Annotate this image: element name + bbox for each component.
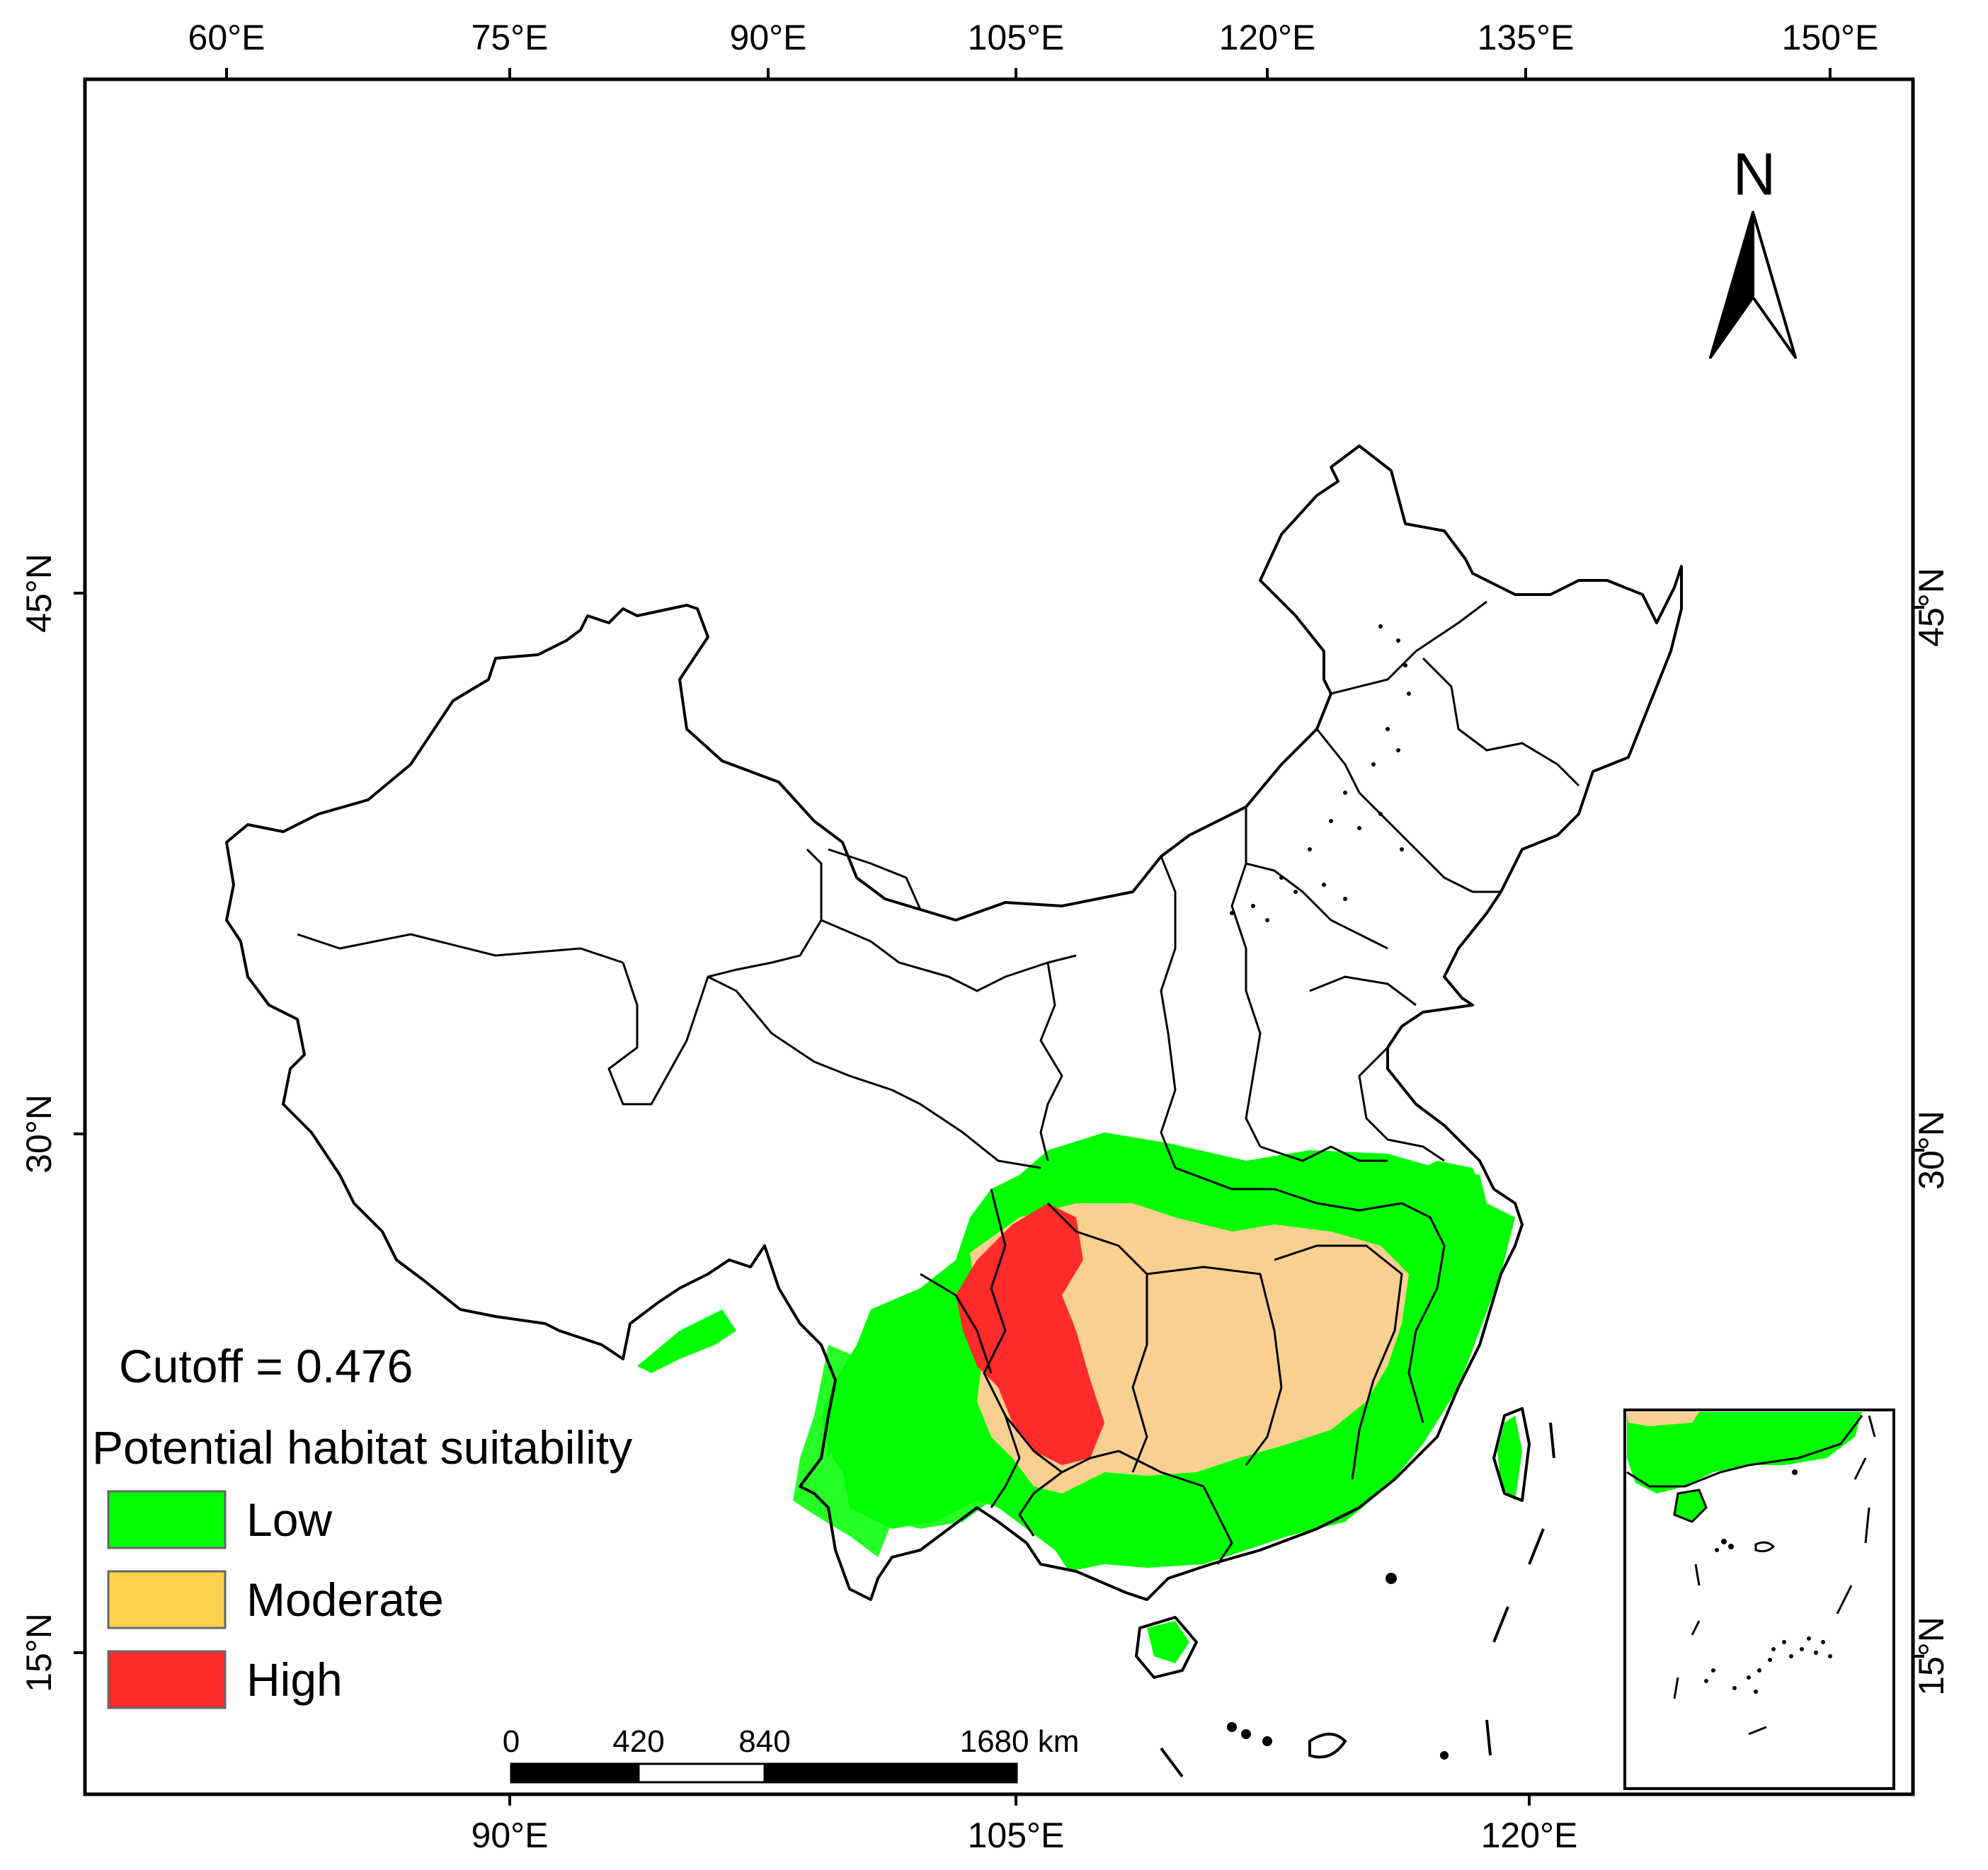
north-arrow: N [1709, 141, 1797, 359]
high-suitability-region [956, 1203, 1104, 1465]
low-hainan [1147, 1621, 1189, 1663]
top-tick-135e: 135°E [1478, 18, 1575, 57]
left-tick-15n: 15°N [19, 1613, 59, 1692]
legend-label-low: Low [246, 1493, 332, 1546]
right-axis: 45°N 30°N 15°N [1912, 568, 1951, 1696]
low-taiwan [1497, 1416, 1522, 1501]
left-tick-30n: 30°N [19, 1094, 59, 1174]
taiwan-outline [1492, 1407, 1531, 1502]
right-tick-30n: 30°N [1912, 1111, 1951, 1190]
bottom-tick-90e: 90°E [472, 1815, 549, 1855]
province-boundaries [297, 600, 1580, 1565]
low-tibet [637, 1309, 736, 1373]
south-sea-marks [1160, 1422, 1555, 1778]
cutoff-label: Cutoff = 0.476 [119, 1340, 413, 1392]
scattered-points [1230, 624, 1411, 922]
top-axis: 60°E 75°E 90°E 105°E 120°E 135°E 150°E [188, 18, 1879, 79]
bottom-tick-105e: 105°E [968, 1815, 1065, 1855]
scale-label-420: 420 [612, 1724, 664, 1759]
bottom-tick-120e: 120°E [1481, 1815, 1578, 1855]
scale-bar: 0 420 840 1680 km [503, 1724, 1080, 1784]
bottom-axis: 90°E 105°E 120°E [472, 1794, 1578, 1855]
top-tick-120e: 120°E [1219, 18, 1316, 57]
right-tick-45n: 45°N [1912, 568, 1951, 647]
top-tick-90e: 90°E [730, 18, 807, 57]
inset-map [1623, 1409, 1895, 1790]
north-arrow-label: N [1733, 141, 1776, 207]
legend-title: Potential habitat suitability [92, 1421, 632, 1474]
legend-label-moderate: Moderate [246, 1573, 444, 1626]
legend-swatch-moderate [107, 1570, 227, 1629]
legend-label-high: High [246, 1653, 343, 1706]
left-axis: 45°N 30°N 15°N [19, 553, 85, 1692]
low-jiangsu [1409, 1161, 1487, 1217]
top-tick-105e: 105°E [968, 18, 1065, 57]
top-tick-75e: 75°E [472, 18, 549, 57]
legend: Potential habitat suitability Low Modera… [92, 1421, 632, 1709]
low-yunnan [793, 1345, 991, 1557]
hainan-outline [1135, 1616, 1198, 1679]
habitat-layer [637, 1132, 1522, 1663]
legend-swatch-high [107, 1650, 227, 1709]
map-frame [83, 77, 1915, 1796]
top-tick-150e: 150°E [1782, 18, 1879, 57]
scale-label-1680: 1680 km [960, 1724, 1080, 1759]
right-tick-15n: 15°N [1912, 1617, 1951, 1696]
legend-swatch-low [107, 1490, 227, 1549]
top-tick-60e: 60°E [188, 18, 265, 57]
scale-label-0: 0 [503, 1724, 520, 1759]
scale-label-840: 840 [738, 1724, 790, 1759]
left-tick-45n: 45°N [19, 553, 59, 633]
china-outline [225, 444, 1683, 1601]
